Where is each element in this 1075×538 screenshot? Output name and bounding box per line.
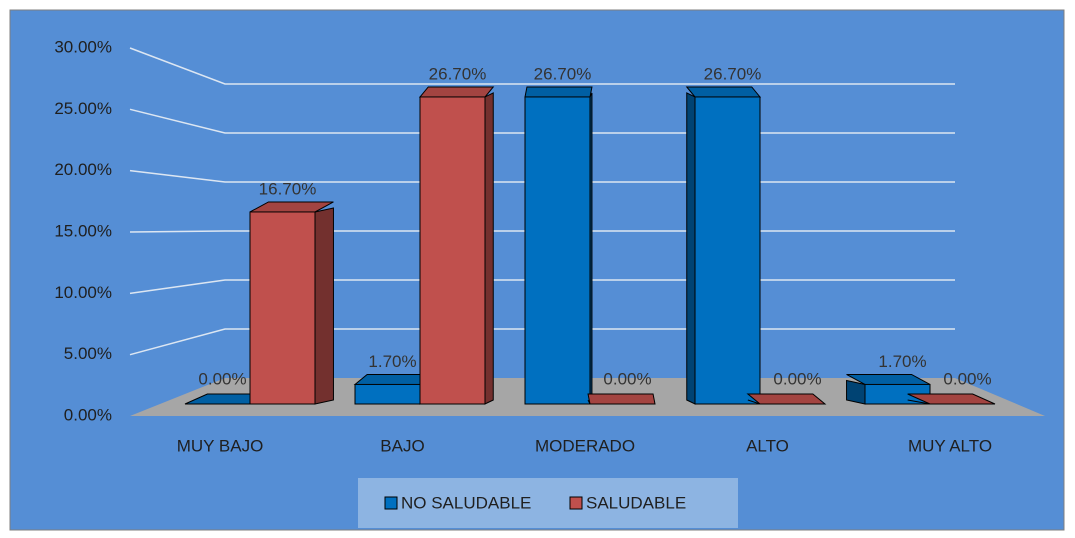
bar [524, 86, 593, 405]
bar-front [419, 96, 486, 405]
bar-top [418, 86, 495, 98]
value-label: 1.70% [368, 352, 416, 371]
legend [358, 478, 738, 528]
value-label: 0.00% [603, 369, 651, 388]
bar-front [694, 96, 761, 405]
bar [685, 86, 762, 405]
bar-top [907, 393, 996, 405]
y-tick-label: 20.00% [54, 160, 112, 179]
x-tick-label: MUY BAJO [177, 436, 264, 455]
bar-side [907, 399, 931, 405]
bar-front [249, 211, 316, 405]
bar-side [686, 92, 696, 405]
y-tick-label: 15.00% [54, 221, 112, 240]
legend-swatch [569, 496, 583, 510]
bar [907, 393, 996, 405]
value-label: 26.70% [534, 64, 592, 83]
legend-label: NO SALUDABLE [401, 493, 531, 512]
bar-top [685, 86, 762, 98]
value-label: 0.00% [198, 369, 246, 388]
grid-line [129, 47, 955, 85]
legend-swatch [384, 496, 398, 510]
bar-side [314, 207, 334, 405]
bar-side [846, 379, 866, 405]
y-tick-label: 0.00% [64, 405, 112, 424]
bar-front [354, 383, 421, 405]
bar [746, 393, 827, 405]
value-label: 26.70% [429, 64, 487, 83]
value-label: 1.70% [878, 352, 926, 371]
bar-top [746, 393, 827, 405]
y-tick-label: 5.00% [64, 344, 112, 363]
bar-side [747, 399, 761, 405]
legend-label: SALUDABLE [586, 493, 686, 512]
value-label: 16.70% [259, 179, 317, 198]
bar-top [524, 86, 593, 98]
bar [418, 86, 495, 405]
bar-front [524, 96, 591, 405]
value-label: 26.70% [704, 64, 762, 83]
y-tick-label: 25.00% [54, 99, 112, 118]
x-tick-label: MODERADO [535, 436, 635, 455]
bar [249, 201, 334, 405]
value-label: 0.00% [773, 369, 821, 388]
value-label: 0.00% [943, 369, 991, 388]
x-tick-label: ALTO [746, 436, 789, 455]
bar-top [587, 393, 656, 405]
bar [587, 393, 656, 405]
x-tick-label: BAJO [380, 436, 424, 455]
bar-side [484, 92, 494, 405]
x-tick-label: MUY ALTO [908, 436, 992, 455]
y-tick-label: 10.00% [54, 283, 112, 302]
y-tick-label: 30.00% [54, 37, 112, 56]
bar [846, 373, 931, 405]
